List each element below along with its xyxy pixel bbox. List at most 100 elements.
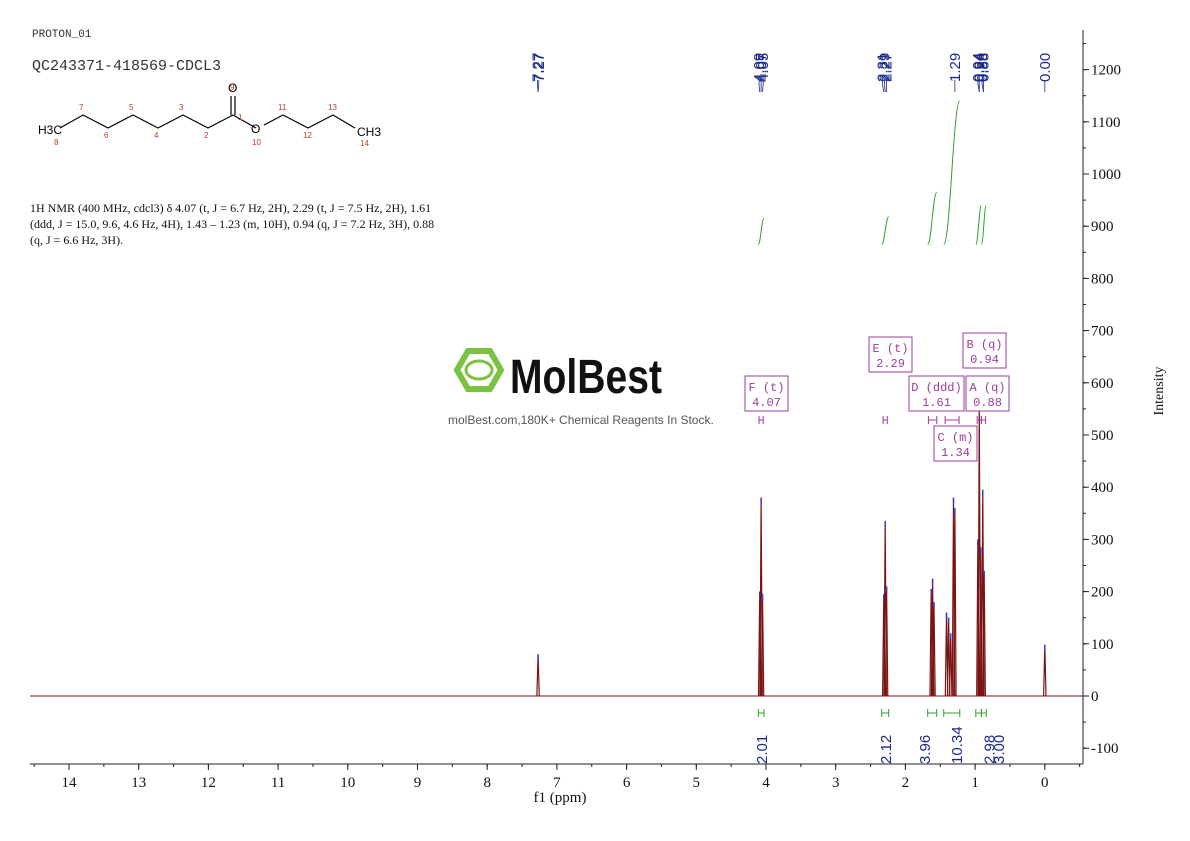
peak-shift-label: 0.88 (975, 53, 992, 82)
atom-number-5: 5 (129, 103, 134, 112)
peak-shift-label: 7.27 (531, 53, 548, 82)
molbest-hexagon-icon (453, 348, 505, 392)
y-tick-label: 1200 (1091, 63, 1121, 79)
atom-number-13: 13 (328, 103, 337, 112)
integral-curve (757, 217, 765, 245)
atom-number-9: 9 (230, 83, 235, 92)
x-tick-label: 13 (131, 775, 146, 791)
multiplet-shift-label: 0.88 (973, 396, 1002, 410)
y-tick-label: 600 (1091, 376, 1114, 392)
y-axis-label: Intensity (1152, 366, 1167, 416)
peak-shift-label: 0.94 (971, 53, 988, 82)
x-tick-label: 11 (271, 775, 285, 791)
carbon-chain-left (59, 114, 257, 129)
peak-label-leader (758, 80, 761, 93)
sample-id: QC243371-418569-CDCL3 (32, 58, 222, 75)
y-tick-label: 400 (1091, 480, 1114, 496)
multiplet-shift-label: 2.29 (876, 357, 905, 371)
nmr-summary-text: 1H NMR (400 MHz, cdcl3) δ 4.07 (t, J = 6… (30, 201, 435, 247)
y-tick-label: 500 (1091, 428, 1114, 444)
integral-value-label: 2.12 (878, 735, 895, 764)
multiplet-type-label: F (t) (748, 381, 784, 395)
atom-number-1: 1 (238, 113, 243, 122)
multiplet-shift-label: 1.34 (941, 446, 970, 460)
x-tick-label: 2 (902, 775, 910, 791)
carbonyl-oxygen: O (228, 81, 237, 95)
integral-value-label: 3.00 (991, 735, 1008, 764)
integral-curve (943, 100, 961, 245)
multiplet-box (933, 425, 978, 462)
x-tick-label: 4 (762, 775, 770, 791)
integral-curve (980, 204, 987, 245)
peak-shift-label: 2.29 (876, 53, 893, 82)
watermark-brand: MolBest (510, 351, 662, 404)
y-tick-label: 1000 (1091, 167, 1121, 183)
multiplet-shift-label: 4.07 (752, 396, 781, 410)
peak-label-leader (977, 80, 980, 93)
structure-group-right: CH3 (357, 125, 381, 139)
peak-label-leader (981, 80, 984, 93)
peak-shift-label: 0.00 (1037, 53, 1054, 82)
peak-shift-label: 2.31 (874, 53, 891, 82)
peak-shift-label: 4.07 (753, 53, 770, 82)
molecule-structure: H3C O O CH3 8 7 6 5 4 3 2 1 9 10 11 12 1… (38, 81, 381, 148)
peak-shift-label: 4.05 (755, 53, 772, 82)
spectrum-peak (948, 633, 953, 697)
integral-curve (881, 216, 890, 245)
peak-shift-label: 0.94 (970, 53, 987, 82)
integral-value-label: 3.96 (917, 735, 934, 764)
multiplet-shift-label: 0.94 (970, 353, 999, 367)
x-axis-label: f1 (ppm) (533, 790, 587, 806)
peak-shift-label: 1.29 (947, 53, 964, 82)
spectrum-peak (1043, 644, 1047, 697)
multiplet-type-label: B (q) (966, 338, 1002, 352)
ester-oxygen: O (251, 122, 260, 136)
y-tick-label: 700 (1091, 324, 1114, 340)
atom-number-8: 8 (54, 138, 59, 147)
y-tick-label: 200 (1091, 585, 1114, 601)
x-tick-label: 9 (414, 775, 422, 791)
y-tick-label: 300 (1091, 532, 1114, 548)
integral-curve (975, 204, 982, 245)
experiment-name: PROTON_01 (32, 29, 92, 41)
peak-shift-label: 7.27 (529, 53, 546, 82)
watermark-tagline: molBest.com,180K+ Chemical Reagents In S… (448, 413, 714, 427)
integral-value-label: 2.98 (982, 735, 999, 764)
x-tick-label: 14 (62, 775, 78, 791)
peak-shift-label: 0.88 (974, 53, 991, 82)
integral-curve (927, 191, 938, 245)
peak-label-leader (762, 80, 764, 93)
y-tick-label: 900 (1091, 219, 1114, 235)
x-tick-label: 8 (483, 775, 491, 791)
peak-label-leader (881, 80, 885, 93)
multiplet-box (962, 332, 1007, 369)
x-tick-label: 1 (971, 775, 979, 791)
atom-number-7: 7 (79, 103, 84, 112)
peak-label-leader (884, 80, 886, 93)
peak-shift-label: 4.09 (751, 53, 768, 82)
atom-number-4: 4 (154, 131, 159, 140)
atom-number-6: 6 (104, 131, 109, 140)
y-tick-label: 1100 (1091, 115, 1120, 131)
atom-number-2: 2 (204, 131, 209, 140)
peak-label-leader (536, 80, 539, 93)
y-tick-label: 100 (1091, 637, 1114, 653)
multiplet-box (868, 336, 913, 373)
y-tick-label: -100 (1091, 741, 1119, 757)
integral-value-label: 2.01 (754, 735, 771, 764)
x-tick-label: 10 (340, 775, 355, 791)
multiplet-type-label: E (t) (872, 342, 908, 356)
atom-number-14: 14 (360, 139, 369, 148)
multiplet-box (965, 375, 1010, 412)
atom-number-11: 11 (278, 103, 287, 112)
multiplet-type-label: D (ddd) (911, 381, 961, 395)
peak-shift-label: 2.27 (879, 53, 896, 82)
structure-group-left: H3C (38, 123, 62, 137)
peak-label-leader (537, 80, 540, 93)
spectrum-peak (536, 654, 540, 697)
multiplet-shift-label: 1.61 (922, 396, 951, 410)
x-tick-label: 7 (553, 775, 561, 791)
multiplet-type-label: A (q) (969, 381, 1005, 395)
multiplet-box (908, 375, 965, 412)
